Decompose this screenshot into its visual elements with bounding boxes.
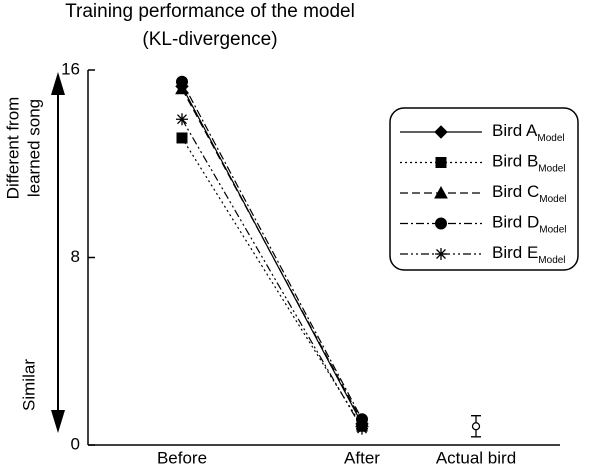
legend-name: Bird A: [492, 121, 538, 140]
y-tick-label: 8: [71, 247, 80, 266]
chart-title: Training performance of the model: [65, 1, 355, 22]
marker: [435, 157, 447, 168]
marker: [434, 125, 448, 139]
x-tick-label: Actual bird: [436, 448, 516, 467]
legend-name: Bird E: [492, 243, 538, 262]
legend-label: Bird EModel: [492, 243, 566, 265]
legend: [389, 107, 579, 271]
y-tick-label: 16: [61, 59, 80, 78]
y-tick-label: 0: [71, 434, 80, 453]
chart-subtitle: (KL-divergence): [142, 29, 277, 50]
series-line: [181, 88, 363, 422]
legend-subscript: Model: [538, 163, 565, 174]
x-tick-label: Before: [157, 448, 207, 467]
legend-label: Bird BModel: [492, 152, 566, 174]
marker: [176, 75, 188, 88]
marker: [176, 132, 188, 144]
marker: [435, 217, 447, 230]
series-line: [181, 86, 363, 425]
y-label-top: Different from: [3, 97, 22, 200]
legend-subscript: Model: [539, 194, 566, 205]
x-tick-label: After: [344, 448, 380, 467]
series-line: [181, 137, 363, 427]
marker: [356, 422, 368, 435]
marker: [176, 113, 188, 126]
legend-name: Bird B: [492, 152, 538, 171]
series-line: [181, 118, 363, 429]
y-arrow: [51, 72, 65, 433]
legend-subscript: Model: [538, 255, 565, 266]
legend-label: Bird CModel: [492, 182, 566, 204]
marker: [435, 248, 447, 260]
legend-name: Bird D: [492, 213, 539, 232]
marker: [434, 185, 448, 199]
series-line: [181, 81, 363, 420]
legend-label: Bird DModel: [492, 213, 566, 235]
y-label-top: learned song: [24, 99, 43, 197]
legend-label: Bird AModel: [492, 121, 565, 143]
legend-name: Bird C: [492, 182, 539, 201]
legend-subscript: Model: [537, 133, 564, 144]
legend-subscript: Model: [539, 224, 566, 235]
y-label-bottom: Similar: [19, 359, 38, 411]
point: [471, 422, 481, 431]
